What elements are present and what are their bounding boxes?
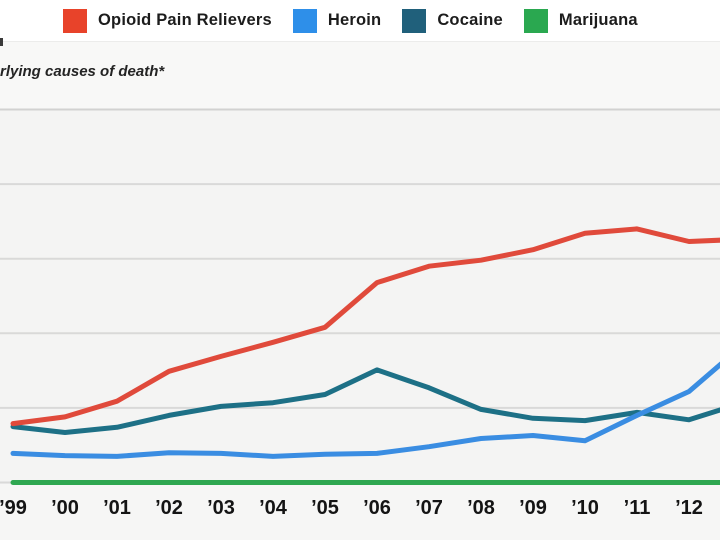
x-tick-label: ’03 [207,497,235,519]
chart-subtitle: rlying causes of death* [0,63,165,80]
x-tick-label: ’07 [415,497,443,519]
x-tick-label: ’08 [467,497,495,519]
legend-label: Marijuana [558,11,638,29]
x-tick-label: ’99 [0,497,27,519]
x-tick-label: ’10 [571,497,599,519]
legend-swatch-icon [63,8,87,33]
x-tick-label: ’05 [311,497,339,519]
legend-swatch-icon [523,8,548,33]
series-line-opioid-pain-relievers [10,226,720,427]
legend-swatch-icon [292,8,317,33]
legend-item-marijuana: Marijuana [523,8,638,33]
x-tick-label: ’00 [51,497,79,519]
upper-background-band [0,42,720,110]
x-tick-label: ’04 [259,497,287,519]
legend-label: Heroin [327,11,382,29]
legend-swatch-icon [402,8,427,33]
x-tick-label: ’11 [623,497,651,519]
legend-item-heroin: Heroin [292,8,382,33]
chart-legend: Opioid Pain Relievers Heroin Cocaine Mariju… [0,0,720,42]
x-tick-label: ’02 [155,497,183,519]
legend-label: Cocaine [437,11,503,29]
x-tick-label: ’09 [519,497,547,519]
cropped-edge-artifact [0,38,3,46]
x-tick-label: ’06 [363,497,391,519]
legend-item-opioid-pain-relievers: Opioid Pain Relievers [63,8,272,33]
series-line-cocaine [10,367,720,435]
series-line-heroin [10,361,720,459]
legend-item-cocaine: Cocaine [402,8,503,33]
xaxis-background-band [0,484,720,540]
x-tick-label: ’01 [103,497,131,519]
x-tick-label: ’12 [675,497,703,519]
legend-label: Opioid Pain Relievers [98,11,272,29]
